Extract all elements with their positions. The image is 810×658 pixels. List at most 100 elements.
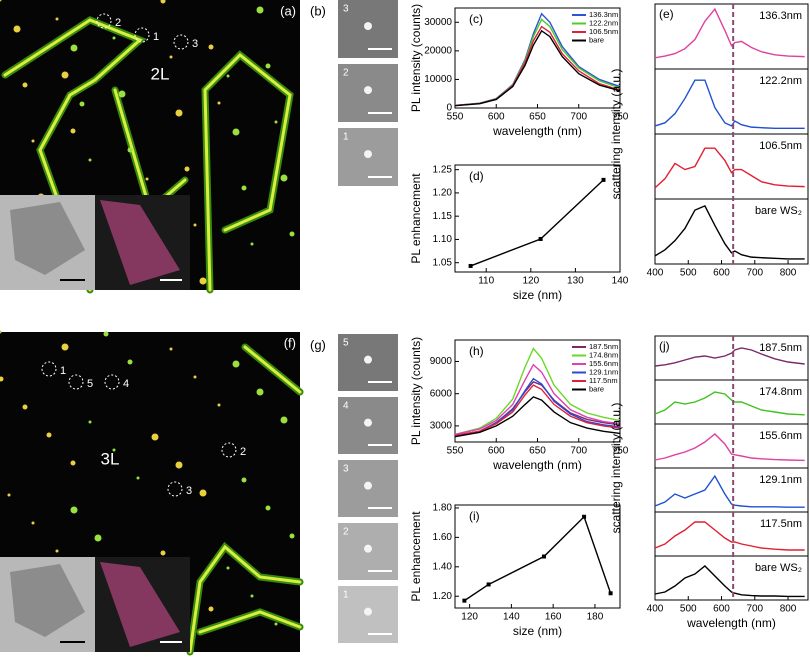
y-tick-label: 6000 bbox=[430, 388, 453, 399]
x-axis-label: wavelength (nm) bbox=[492, 124, 582, 138]
legend-label: bare bbox=[589, 384, 604, 393]
spectrum-label: 155.6nm bbox=[759, 430, 802, 442]
particle bbox=[364, 481, 372, 490]
spot-label: 3 bbox=[186, 485, 192, 497]
nanoparticle bbox=[7, 493, 11, 497]
nanoparticle bbox=[184, 166, 190, 172]
x-axis-label: size (nm) bbox=[513, 288, 562, 302]
series-line bbox=[454, 396, 621, 438]
data-point bbox=[468, 263, 473, 268]
nanoparticle bbox=[193, 375, 197, 379]
nanoparticle bbox=[127, 147, 133, 153]
spectrum bbox=[654, 391, 805, 416]
series-line bbox=[454, 363, 621, 436]
nanoparticle bbox=[169, 55, 173, 59]
spectrum bbox=[654, 433, 805, 462]
nanoparticle bbox=[22, 404, 28, 410]
x-tick-label: 600 bbox=[488, 112, 505, 123]
spot-circle bbox=[173, 34, 189, 50]
spot-label: 5 bbox=[87, 378, 93, 390]
spot-label: 2 bbox=[240, 446, 246, 458]
y-tick-label: 1.05 bbox=[433, 257, 453, 268]
nanoparticle bbox=[250, 594, 254, 598]
nanoparticle bbox=[250, 242, 254, 246]
nanoparticle bbox=[151, 433, 159, 441]
spectrum bbox=[654, 347, 805, 367]
spectrum-label: 187.5nm bbox=[759, 342, 802, 354]
layer-label: 2L bbox=[151, 64, 170, 83]
panel-label: (e) bbox=[659, 7, 674, 21]
nanoparticle bbox=[199, 489, 207, 497]
flake-edge bbox=[243, 345, 302, 394]
nanoparticle bbox=[94, 534, 102, 542]
nanoparticle bbox=[79, 101, 85, 107]
nanoparticle bbox=[193, 223, 197, 227]
x-tick-label: 120 bbox=[522, 276, 539, 287]
x-tick-label: 600 bbox=[713, 604, 730, 615]
particle bbox=[364, 150, 372, 159]
spectrum-label: 117.5nm bbox=[760, 518, 802, 530]
nanoparticle bbox=[280, 416, 288, 424]
panel-label: (b) bbox=[310, 3, 326, 18]
nanoparticle bbox=[169, 347, 173, 351]
data-point bbox=[486, 582, 491, 587]
sem-flake bbox=[10, 564, 85, 637]
spot-label: 1 bbox=[153, 31, 159, 43]
panel-label: (g) bbox=[310, 337, 326, 352]
subplot-frame bbox=[654, 198, 809, 265]
y-axis-label: PL intensity (counts) bbox=[409, 337, 423, 445]
nanoparticle bbox=[199, 277, 207, 285]
tile-label: 2 bbox=[343, 527, 349, 538]
series-line bbox=[454, 377, 621, 437]
y-tick-label: 1.40 bbox=[433, 561, 453, 572]
x-tick-label: 130 bbox=[567, 276, 584, 287]
nanoparticle bbox=[0, 0, 2, 2]
nanoparticle bbox=[31, 521, 35, 525]
spectrum-label: bare WS₂ bbox=[755, 205, 802, 217]
spot-circle bbox=[134, 27, 150, 43]
nanoparticle bbox=[175, 461, 183, 469]
nanoparticle bbox=[112, 36, 116, 40]
tile-label: 1 bbox=[343, 132, 349, 143]
panel-label: (d) bbox=[469, 169, 484, 183]
spectrum bbox=[654, 204, 805, 260]
spectrum bbox=[654, 7, 805, 59]
particle bbox=[364, 355, 372, 364]
nanoparticle bbox=[217, 101, 221, 105]
nanoparticle bbox=[22, 82, 28, 88]
y-tick-label: 1.80 bbox=[433, 503, 453, 514]
particle bbox=[364, 544, 372, 553]
nanoparticle bbox=[265, 505, 271, 511]
panel-label: (c) bbox=[469, 12, 483, 26]
data-point bbox=[462, 598, 467, 603]
y-axis-label: scattering intensity (a.u.) bbox=[609, 403, 623, 534]
spot-label: 3 bbox=[192, 38, 198, 50]
nanoparticle bbox=[265, 63, 271, 69]
layer-label: 3L bbox=[101, 449, 120, 468]
nanoparticle bbox=[0, 330, 2, 334]
series-line bbox=[454, 384, 621, 437]
data-point bbox=[608, 591, 613, 596]
sem-flake bbox=[10, 202, 85, 275]
spectrum bbox=[654, 147, 805, 189]
tile-label: 3 bbox=[343, 464, 349, 475]
y-tick-label: 1.60 bbox=[433, 532, 453, 543]
spot-circle bbox=[68, 374, 84, 390]
x-tick-label: 800 bbox=[780, 604, 797, 615]
y-tick-label: 1.15 bbox=[433, 211, 453, 222]
x-tick-label: 600 bbox=[713, 268, 730, 279]
nanoparticle bbox=[88, 420, 92, 424]
optical-flake bbox=[100, 562, 180, 647]
nanoparticle bbox=[280, 174, 288, 182]
legend-label: 117.5nm bbox=[589, 376, 618, 385]
x-tick-label: 550 bbox=[447, 446, 464, 457]
tile-label: 1 bbox=[343, 590, 349, 601]
series-line bbox=[454, 347, 621, 436]
flake-edge bbox=[3, 18, 143, 292]
nanoparticle bbox=[13, 25, 21, 33]
spot-circle bbox=[41, 361, 57, 377]
y-tick-label: 0 bbox=[446, 103, 452, 114]
x-tick-label: 110 bbox=[478, 276, 494, 287]
y-tick-label: 1.20 bbox=[433, 188, 453, 199]
